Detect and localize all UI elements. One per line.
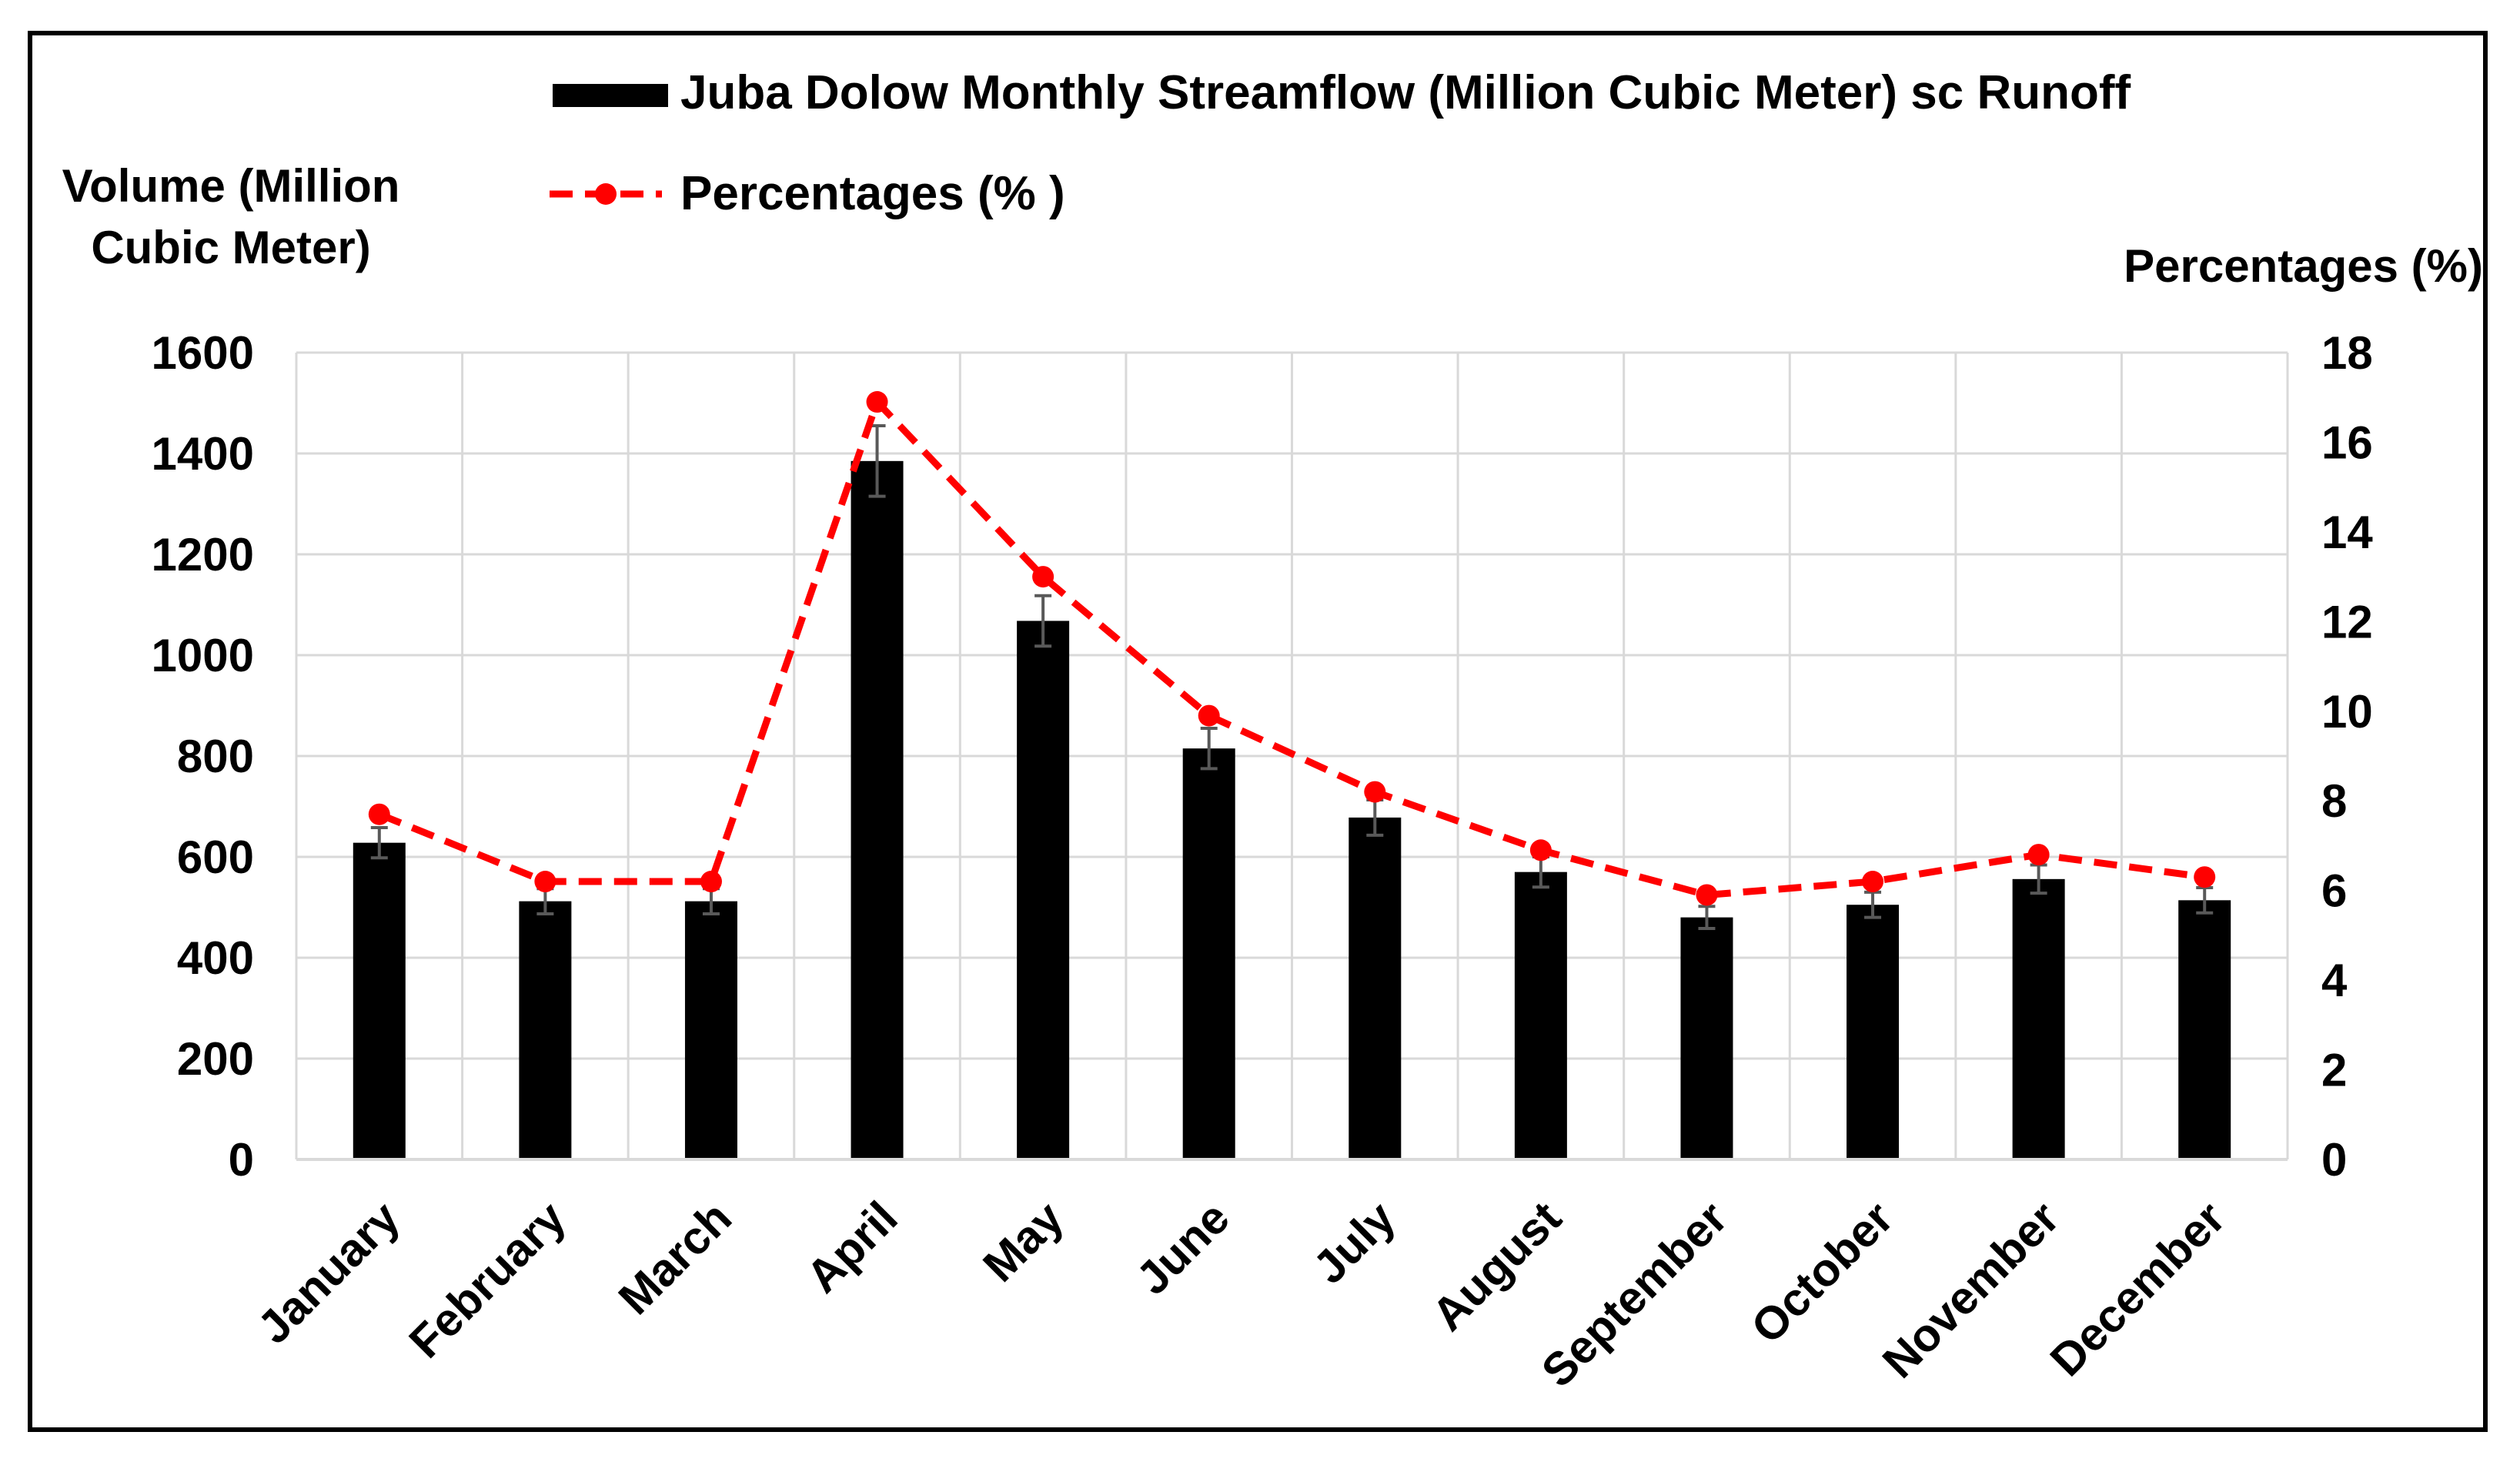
- legend: Juba Dolow Monthly Streamflow (Million C…: [550, 66, 2131, 220]
- percentage-marker: [2027, 844, 2050, 866]
- x-tick-label: January: [248, 1191, 410, 1353]
- bar: [684, 901, 737, 1159]
- percentage-marker: [700, 871, 722, 893]
- y-tick-label: 1200: [152, 529, 254, 580]
- percentage-marker: [1032, 566, 1054, 588]
- percentage-marker: [1198, 704, 1220, 727]
- y2-tick-label: 4: [2321, 955, 2348, 1006]
- x-tick-label: October: [1741, 1192, 1903, 1353]
- x-tick-label: December: [2040, 1192, 2235, 1387]
- x-tick-label: May: [973, 1191, 1073, 1291]
- x-tick-label: February: [399, 1191, 576, 1367]
- y2-tick-label: 12: [2321, 596, 2373, 647]
- chart-frame: [28, 31, 2488, 1432]
- percentage-marker: [534, 871, 556, 893]
- bar: [1847, 905, 1900, 1159]
- bar: [1680, 917, 1733, 1159]
- legend-bar-swatch: [553, 84, 668, 107]
- percentage-marker: [866, 391, 888, 413]
- error-bar: [1200, 726, 1218, 771]
- y-axis-title-line2: Cubic Meter): [91, 222, 370, 273]
- percentage-marker: [1862, 871, 1884, 893]
- percentage-marker: [368, 803, 390, 825]
- x-tick-label: August: [1422, 1192, 1572, 1341]
- y-tick-label: 400: [177, 932, 254, 984]
- x-tick-label: June: [1126, 1192, 1238, 1304]
- percentage-marker: [1696, 884, 1718, 906]
- legend-bar-label: Juba Dolow Monthly Streamflow (Million C…: [680, 66, 2131, 119]
- y2-tick-label: 10: [2321, 686, 2373, 738]
- y-tick-label: 1400: [152, 428, 254, 480]
- x-tick-label: July: [1303, 1191, 1405, 1293]
- percentage-line: [378, 398, 2205, 898]
- bar: [519, 901, 572, 1159]
- y2-tick-label: 6: [2321, 865, 2347, 917]
- y2-tick-label: 8: [2321, 775, 2347, 827]
- x-tick-label: November: [1873, 1192, 2069, 1388]
- bar: [851, 460, 904, 1159]
- error-bar: [1034, 594, 1052, 648]
- y-tick-label: 200: [177, 1033, 254, 1085]
- error-bar: [370, 826, 388, 860]
- error-bar: [1698, 905, 1716, 931]
- percentage-series: [368, 391, 2216, 906]
- bar: [2012, 878, 2065, 1159]
- bar-series: [353, 423, 2231, 1159]
- y-axis-title-line1: Volume (Million: [62, 160, 400, 212]
- y-tick-label: 600: [177, 831, 254, 883]
- y2-tick-label: 16: [2321, 417, 2373, 468]
- x-tick-label: March: [609, 1192, 741, 1324]
- y-tick-label: 1600: [152, 327, 254, 379]
- bar: [353, 842, 406, 1159]
- bar: [1514, 872, 1567, 1159]
- bar: [2178, 900, 2231, 1159]
- y2-tick-label: 0: [2321, 1134, 2347, 1186]
- y2-tick-label: 18: [2321, 327, 2373, 379]
- y-tick-label: 800: [177, 731, 254, 782]
- percentage-marker: [1364, 781, 1386, 803]
- x-tick-label: April: [797, 1192, 907, 1303]
- y-tick-label: 1000: [152, 630, 254, 681]
- legend-line-marker: [595, 183, 617, 205]
- bar: [1182, 748, 1235, 1159]
- bar: [1349, 817, 1402, 1159]
- legend-line-label: Percentages (% ): [680, 167, 1065, 220]
- percentage-marker: [1529, 839, 1552, 861]
- y-tick-label: 0: [229, 1134, 254, 1186]
- percentage-marker: [2194, 866, 2216, 888]
- y2-tick-label: 2: [2321, 1045, 2347, 1096]
- y2-tick-label: 14: [2321, 507, 2373, 558]
- bar: [1017, 621, 1070, 1159]
- y2-axis-title: Percentages (%): [2124, 240, 2483, 292]
